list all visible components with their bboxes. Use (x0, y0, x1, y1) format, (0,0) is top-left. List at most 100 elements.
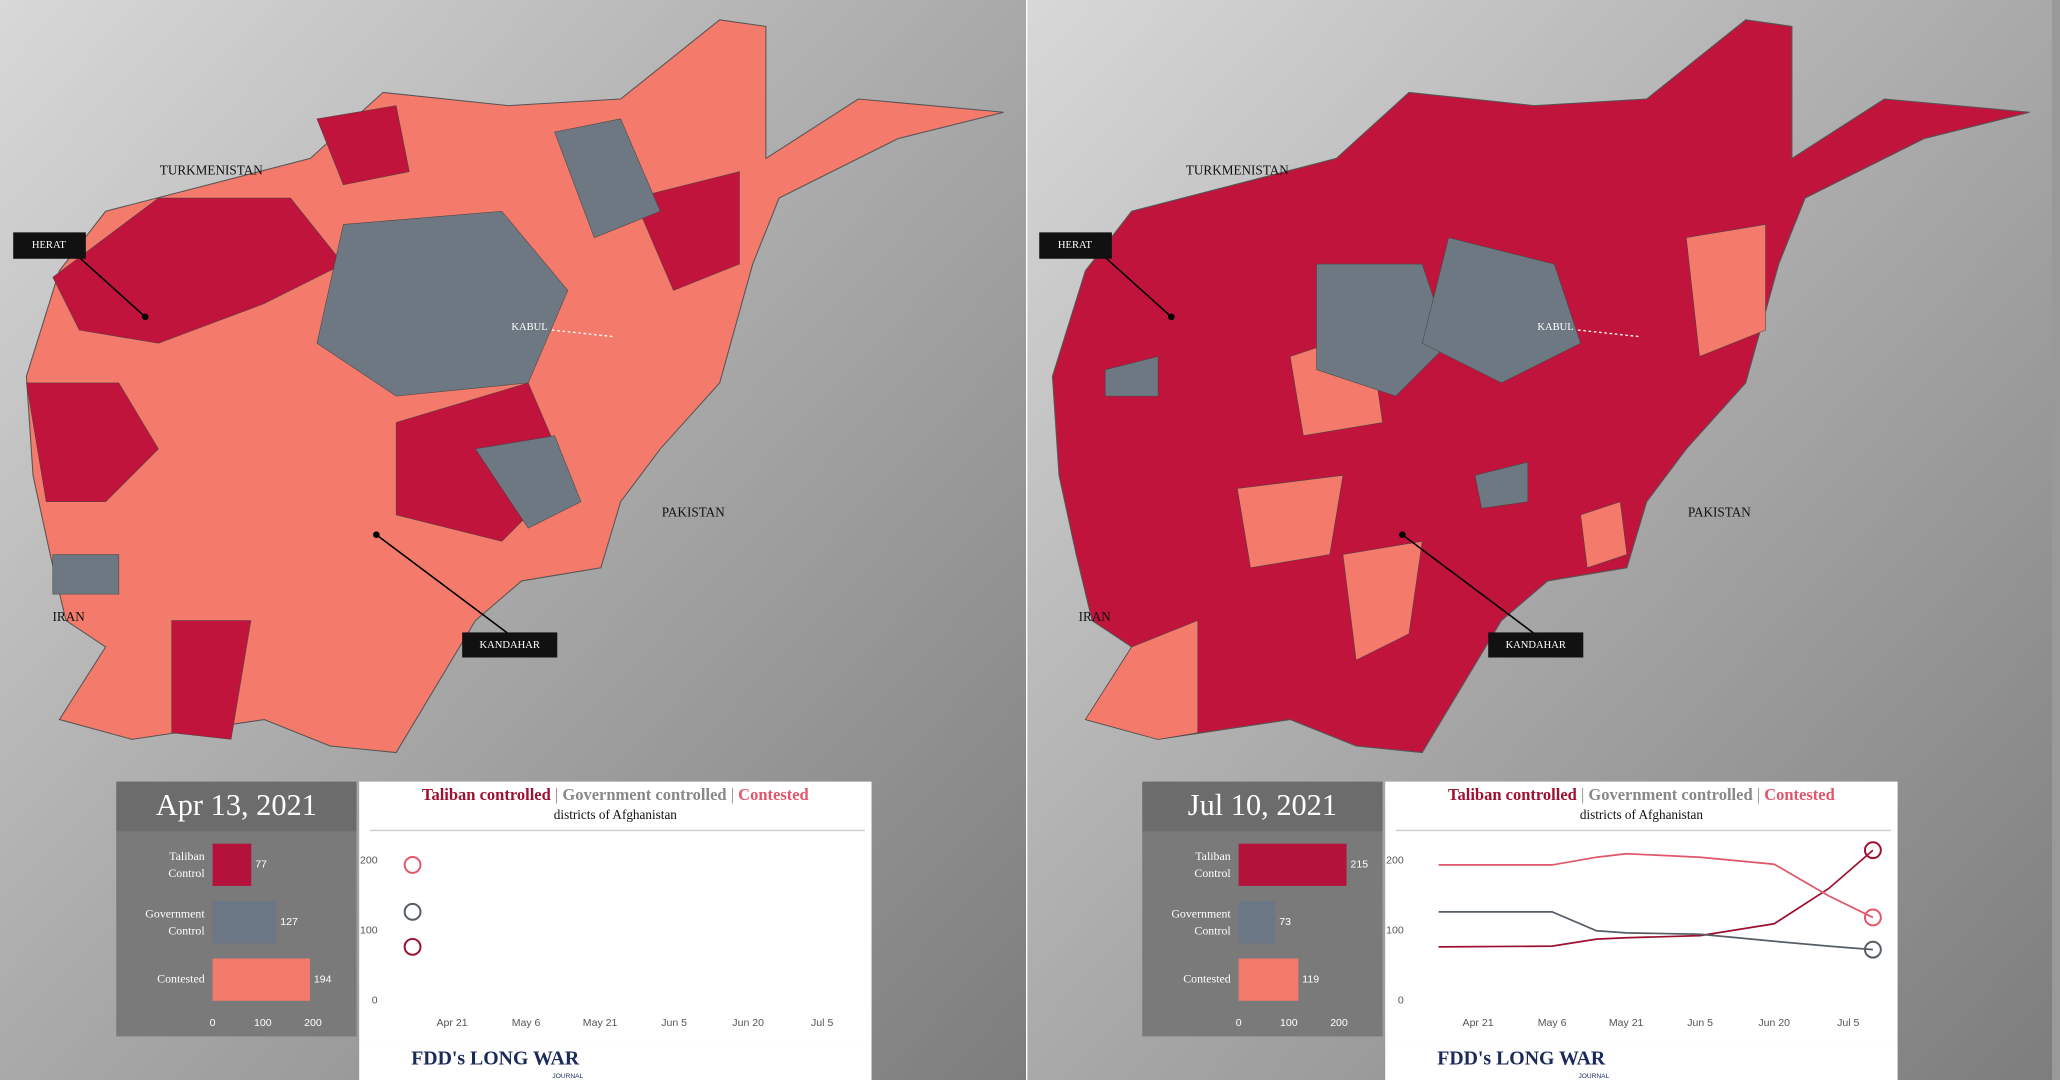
end-marker (1863, 841, 1882, 860)
y-tick-label: 100 (1386, 925, 1404, 937)
legend-separator: | (727, 785, 739, 804)
legend-entry: Government controlled (562, 785, 726, 804)
x-tick-label: Jun 20 (732, 1017, 764, 1029)
country-label: IRAN (1079, 609, 1112, 624)
district-region (633, 171, 740, 291)
y-tick-label: 200 (1386, 855, 1404, 867)
category-label: Government Control (145, 906, 205, 937)
x-tick-label: Jun 5 (1687, 1017, 1713, 1029)
x-tick-label: 200 (1330, 1017, 1348, 1029)
callout-box (1488, 632, 1584, 658)
callout-label: HERAT (1058, 240, 1093, 251)
series-line (1438, 852, 1874, 919)
x-tick-label: May 6 (1538, 1017, 1567, 1029)
district-region (26, 382, 159, 502)
date-box (116, 781, 357, 832)
logo-subtext: JOURNAL (1578, 1073, 1609, 1080)
date-label: Apr 13, 2021 (156, 788, 317, 822)
callout-line (1401, 534, 1535, 635)
x-tick-label: 100 (254, 1017, 272, 1029)
logo-text: FDD's LONG WAR (1437, 1048, 1606, 1070)
x-tick-label: 0 (210, 1017, 216, 1029)
country-label: TURKMENISTAN (1186, 163, 1289, 178)
callout-label: KANDAHAR (480, 640, 541, 651)
y-tick-label: 0 (372, 995, 378, 1007)
logo-subtext: JOURNAL (552, 1073, 583, 1080)
x-tick-label: Jun 5 (661, 1017, 687, 1029)
x-tick-label: 100 (1280, 1017, 1298, 1029)
district-region (1421, 237, 1581, 384)
district-region (1342, 541, 1423, 661)
district-region (1105, 356, 1159, 397)
callout-line (78, 256, 146, 318)
bar (1238, 958, 1299, 1001)
bar (1238, 843, 1347, 886)
district-region (1237, 474, 1344, 569)
value-label: 127 (280, 916, 298, 928)
callout-label: HERAT (32, 240, 67, 251)
country-label: IRAN (53, 609, 86, 624)
x-tick-label: Apr 21 (437, 1017, 468, 1029)
x-tick-label: Jul 5 (811, 1017, 833, 1029)
value-label: 215 (1350, 859, 1368, 871)
value-label: 119 (1302, 973, 1319, 985)
legend-entry: Contested (738, 785, 809, 804)
chart: Taliban controlled | Government controll… (360, 785, 865, 1029)
subtitle: districts of Afghanistan (1580, 807, 1703, 822)
panel: TURKMENISTAN IRAN PAKISTAN HERAT KABUL KANDAH… (0, 0, 1027, 1080)
callout-line (375, 534, 509, 635)
callout-dot (1399, 531, 1406, 539)
x-tick-label: Jul 5 (1837, 1017, 1859, 1029)
end-marker (403, 937, 422, 956)
logo-panel (1385, 1043, 1898, 1080)
district-region (1316, 263, 1449, 397)
category-label: Government Control (1171, 906, 1231, 937)
y-tick-label: 0 (1398, 995, 1404, 1007)
category-label: Taliban Control (168, 849, 205, 880)
date-label: Jul 10, 2021 (1188, 788, 1337, 822)
bar (212, 958, 310, 1001)
end-marker (1863, 908, 1882, 927)
end-marker (1863, 940, 1882, 959)
legend-separator: | (1577, 785, 1589, 804)
callout-dot (1167, 313, 1175, 321)
callout-box (13, 232, 86, 259)
callout-label: KABUL (1537, 322, 1573, 333)
callout-dot (141, 313, 149, 321)
legend-separator: | (551, 785, 563, 804)
category-label: Taliban Control (1194, 849, 1231, 880)
chart: 0 100 200 Taliban Control 215 Government Contro… (1171, 843, 1368, 1029)
category-label: Contested (1183, 971, 1231, 985)
subtitle: districts of Afghanistan (554, 807, 677, 822)
x-tick-label: Apr 21 (1463, 1017, 1494, 1029)
legend: Taliban controlled | Government controll… (422, 785, 809, 804)
district-region (1580, 501, 1628, 569)
value-label: 77 (255, 859, 267, 871)
end-marker (403, 902, 422, 921)
category-label: Contested (157, 971, 205, 985)
district-region (474, 435, 582, 529)
district-region (1085, 620, 1198, 740)
callout-label: KABUL (511, 322, 547, 333)
legend-entry: Government controlled (1588, 785, 1752, 804)
district-region (1686, 224, 1766, 357)
legend: Taliban controlled | Government controll… (1448, 785, 1835, 804)
bar (212, 843, 252, 886)
logo-text: FDD's LONG WAR (411, 1048, 580, 1070)
bar (1238, 901, 1276, 944)
x-tick-label: 200 (304, 1017, 322, 1029)
country-label: TURKMENISTAN (160, 163, 263, 178)
legend-entry: Taliban controlled (422, 785, 551, 804)
line-panel (359, 781, 872, 1044)
callout-box (1039, 232, 1112, 259)
value-label: 73 (1279, 916, 1291, 928)
y-tick-label: 200 (360, 855, 378, 867)
country-label: PAKISTAN (662, 505, 725, 520)
district-region (1474, 461, 1529, 509)
district-region (52, 554, 120, 595)
x-tick-label: May 21 (1609, 1017, 1644, 1029)
callout-dot (373, 531, 380, 539)
callout-box (462, 632, 558, 658)
